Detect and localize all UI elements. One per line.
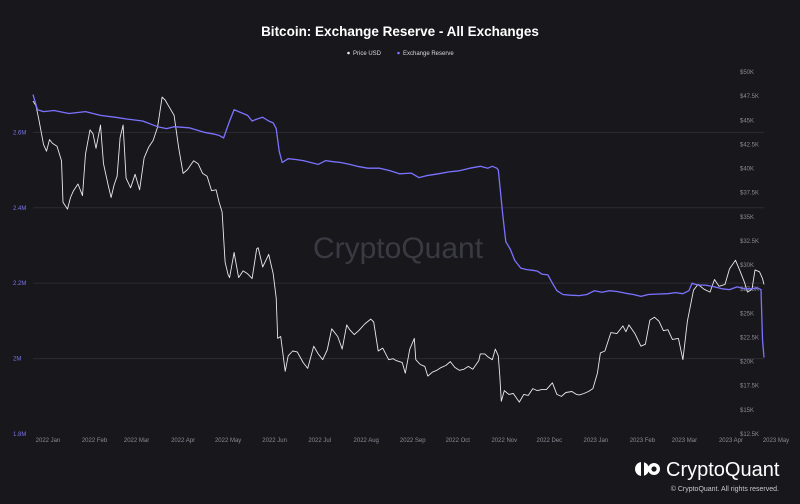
x-tick-label: 2022 Mar [124, 438, 149, 444]
legend-item-price[interactable]: Price USD [347, 51, 382, 57]
cryptoquant-logo-icon [635, 461, 660, 477]
x-tick-label: 2023 Apr [719, 438, 743, 444]
price-usd-series [32, 96, 765, 403]
y-left-tick-label: 2.4M [13, 206, 26, 212]
x-tick-label: 2023 Mar [672, 438, 697, 444]
y-right-tick-label: $15K [740, 408, 754, 414]
legend: Price USD Exchange Reserve [347, 51, 454, 57]
y-right-tick-label: $45K [740, 118, 754, 124]
x-tick-label: 2022 Jul [308, 438, 331, 444]
series-layer [32, 94, 765, 403]
x-tick-label: 2022 Oct [446, 438, 471, 444]
y-left-tick-label: 1.8M [13, 432, 26, 438]
y-right-tick-label: $32.5K [740, 239, 759, 245]
legend-dot-price [347, 51, 350, 55]
x-tick-label: 2022 Aug [354, 438, 379, 444]
y-right-tick-label: $40K [740, 167, 754, 173]
x-tick-label: 2022 Sep [400, 438, 426, 444]
chart-title: Bitcoin: Exchange Reserve - All Exchange… [261, 24, 539, 39]
y-right-tick-label: $22.5K [740, 335, 759, 341]
y-right-tick-label: $12.5K [740, 432, 759, 438]
copyright-text: © CryptoQuant. All rights reserved. [671, 485, 779, 493]
y-left-tick-label: 2.6M [13, 130, 26, 136]
x-tick-label: 2022 Nov [491, 438, 517, 444]
brand-name: CryptoQuant [666, 459, 780, 481]
legend-item-reserve[interactable]: Exchange Reserve [397, 51, 454, 57]
y-right-tick-label: $17.5K [740, 384, 759, 390]
x-tick-label: 2023 May [763, 438, 789, 444]
y-right-tick-label: $27.5K [740, 287, 759, 293]
legend-label-price: Price USD [353, 51, 382, 57]
x-tick-label: 2022 May [215, 438, 241, 444]
y-right-tick-label: $25K [740, 311, 754, 317]
y-right-tick-label: $50K [740, 70, 754, 76]
y-axis-left: 1.8M 2M 2.2M 2.4M 2.6M [13, 130, 26, 438]
y-right-tick-label: $35K [740, 215, 754, 221]
y-right-tick-label: $37.5K [740, 191, 759, 197]
y-right-tick-label: $47.5K [740, 94, 759, 100]
y-left-tick-label: 2.2M [13, 281, 26, 287]
x-tick-label: 2022 Apr [171, 438, 195, 444]
y-right-tick-label: $42.5K [740, 142, 759, 148]
y-left-tick-label: 2M [13, 357, 21, 363]
x-tick-label: 2022 Dec [536, 438, 562, 444]
y-right-tick-label: $20K [740, 360, 754, 366]
legend-dot-reserve [397, 51, 400, 55]
x-tick-label: 2023 Jan [584, 438, 609, 444]
watermark: CryptoQuant [313, 232, 484, 265]
x-tick-label: 2022 Jun [262, 438, 287, 444]
x-tick-label: 2022 Jan [36, 438, 61, 444]
y-axis-right: $12.5K $15K $17.5K $20K $22.5K $25K $27.5K $30K… [740, 70, 759, 438]
legend-label-reserve: Exchange Reserve [403, 51, 454, 57]
exchange-reserve-line [32, 94, 765, 358]
exchange-reserve-series [32, 94, 765, 358]
y-right-tick-label: $30K [740, 263, 754, 269]
price-usd-line [32, 96, 765, 403]
grid-lines [33, 131, 764, 360]
brand-logo: CryptoQuant © CryptoQuant. All rights re… [635, 459, 780, 493]
x-tick-label: 2023 Feb [630, 438, 656, 444]
x-axis: 2022 Jan 2022 Feb 2022 Mar 2022 Apr 2022 May… [36, 438, 790, 444]
x-tick-label: 2022 Feb [82, 438, 108, 444]
